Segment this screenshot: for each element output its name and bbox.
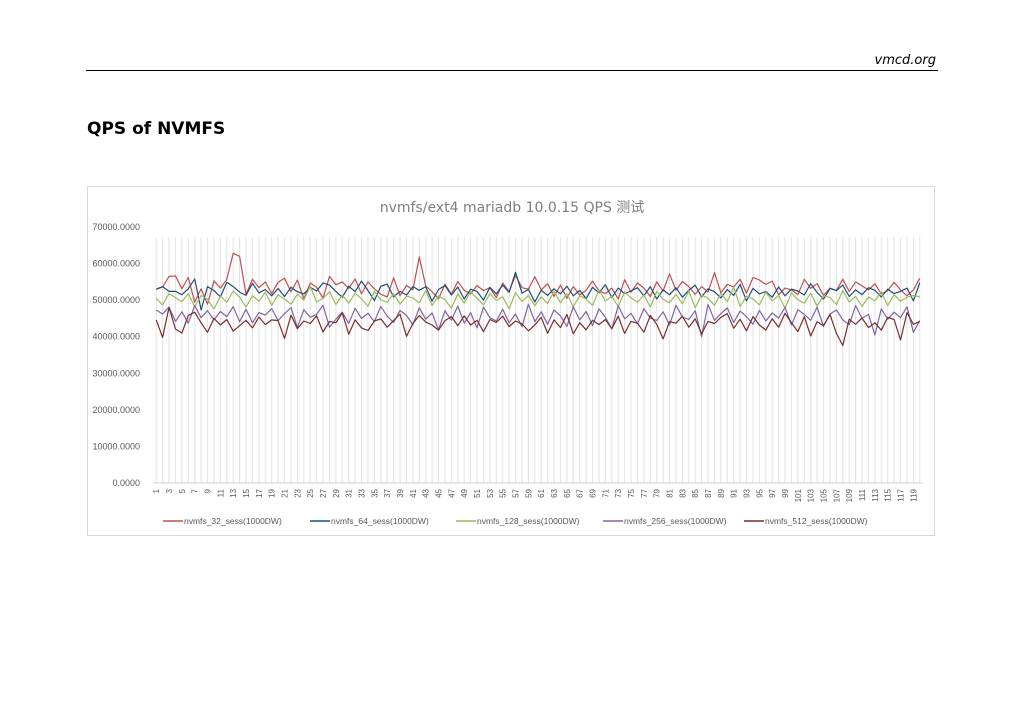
x-tick-label: 41 — [409, 488, 418, 497]
x-tick-label: 55 — [499, 488, 508, 497]
legend-label: nvmfs_256_sess(1000DW) — [624, 516, 727, 526]
x-tick-label: 11 — [216, 488, 225, 497]
section-title: QPS of NVMFS — [87, 119, 226, 139]
qps-line-chart: nvmfs/ext4 mariadb 10.0.15 QPS 测试 0.0000… — [92, 200, 923, 526]
y-axis-tick-labels: 0.0000 10000.0000 20000.0000 30000.0000 4000… — [92, 222, 140, 488]
x-tick-label: 99 — [781, 488, 790, 497]
series-line-2 — [155, 271, 921, 311]
x-tick-label: 109 — [845, 488, 854, 502]
x-tick-label: 59 — [524, 488, 533, 497]
x-tick-label: 101 — [794, 488, 803, 502]
x-tick-label: 105 — [820, 488, 829, 502]
x-tick-label: 67 — [576, 488, 585, 497]
x-tick-label: 51 — [473, 488, 482, 497]
x-tick-label: 103 — [807, 488, 816, 502]
y-tick-label: 60000.0000 — [92, 259, 140, 269]
x-tick-label: 49 — [460, 488, 469, 497]
y-tick-label: 70000.0000 — [92, 222, 140, 232]
legend-label: nvmfs_32_sess(1000DW) — [184, 516, 282, 526]
x-tick-label: 13 — [229, 488, 238, 497]
x-tick-label: 27 — [319, 488, 328, 497]
legend: nvmfs_32_sess(1000DW) nvmfs_64_sess(1000D… — [163, 516, 868, 526]
vertical-gridlines — [155, 237, 921, 483]
y-tick-label: 0.0000 — [112, 478, 140, 488]
x-tick-label: 111 — [858, 488, 867, 501]
chart-title: nvmfs/ext4 mariadb 10.0.15 QPS 测试 — [380, 200, 645, 216]
x-tick-label: 53 — [486, 488, 495, 497]
x-tick-label: 17 — [255, 488, 264, 497]
chart-frame: nvmfs/ext4 mariadb 10.0.15 QPS 测试 0.0000… — [87, 186, 935, 536]
x-tick-label: 69 — [589, 488, 598, 497]
x-tick-label: 91 — [730, 488, 739, 497]
x-tick-label: 115 — [884, 488, 893, 501]
x-tick-label: 113 — [871, 488, 880, 501]
x-tick-label: 87 — [704, 488, 713, 497]
x-tick-label: 119 — [909, 488, 918, 501]
y-tick-label: 10000.0000 — [92, 441, 140, 451]
x-tick-label: 7 — [191, 488, 200, 493]
series-line-3 — [155, 285, 920, 310]
x-tick-label: 37 — [383, 488, 392, 497]
x-tick-label: 77 — [640, 488, 649, 497]
y-tick-label: 40000.0000 — [92, 332, 140, 342]
x-tick-label: 33 — [358, 488, 367, 497]
x-tick-label: 73 — [614, 488, 623, 497]
legend-label: nvmfs_64_sess(1000DW) — [331, 516, 429, 526]
series-line-4 — [155, 303, 921, 338]
x-tick-label: 47 — [447, 488, 456, 497]
x-tick-label: 23 — [293, 488, 302, 497]
x-tick-label: 107 — [832, 488, 841, 502]
legend-label: nvmfs_128_sess(1000DW) — [477, 516, 580, 526]
x-tick-label: 117 — [897, 488, 906, 501]
x-tick-label: 61 — [537, 488, 546, 497]
x-tick-label: 95 — [755, 488, 764, 497]
legend-label: nvmfs_512_sess(1000DW) — [765, 516, 868, 526]
series-lines — [155, 252, 921, 347]
x-tick-label: 1 — [152, 488, 161, 493]
x-tick-label: 21 — [281, 488, 290, 497]
x-tick-label: 15 — [242, 488, 251, 497]
x-tick-label: 75 — [627, 488, 636, 497]
y-tick-label: 20000.0000 — [92, 405, 140, 415]
x-tick-label: 81 — [666, 488, 675, 497]
x-tick-label: 3 — [165, 488, 174, 493]
x-tick-label: 31 — [345, 488, 354, 497]
x-tick-label: 9 — [204, 488, 213, 493]
x-tick-label: 39 — [396, 488, 405, 497]
y-tick-label: 30000.0000 — [92, 368, 140, 378]
x-tick-label: 71 — [601, 488, 610, 497]
x-tick-label: 25 — [306, 488, 315, 497]
series-line-5 — [155, 306, 921, 347]
x-tick-label: 93 — [743, 488, 752, 497]
x-tick-label: 85 — [691, 488, 700, 497]
header-rule — [86, 70, 938, 71]
y-tick-label: 50000.0000 — [92, 295, 140, 305]
x-tick-label: 63 — [550, 488, 559, 497]
x-tick-label: 5 — [178, 488, 187, 493]
x-tick-label: 45 — [435, 488, 444, 497]
x-tick-label: 57 — [512, 488, 521, 497]
x-tick-label: 19 — [268, 488, 277, 497]
x-tick-label: 29 — [332, 488, 341, 497]
x-tick-label: 83 — [678, 488, 687, 497]
series-line-1 — [156, 252, 921, 305]
x-tick-label: 79 — [653, 488, 662, 497]
x-tick-label: 35 — [370, 488, 379, 497]
x-axis-tick-labels: 1 3 5 7 9 11 13 15 17 19 21 23 25 27 29 31 33 35 37 39 41 43 4… — [152, 488, 918, 502]
x-tick-label: 97 — [768, 488, 777, 497]
x-tick-label: 43 — [422, 488, 431, 497]
x-tick-label: 89 — [717, 488, 726, 497]
site-url: vmcd.org — [874, 53, 936, 68]
x-tick-label: 65 — [563, 488, 572, 497]
